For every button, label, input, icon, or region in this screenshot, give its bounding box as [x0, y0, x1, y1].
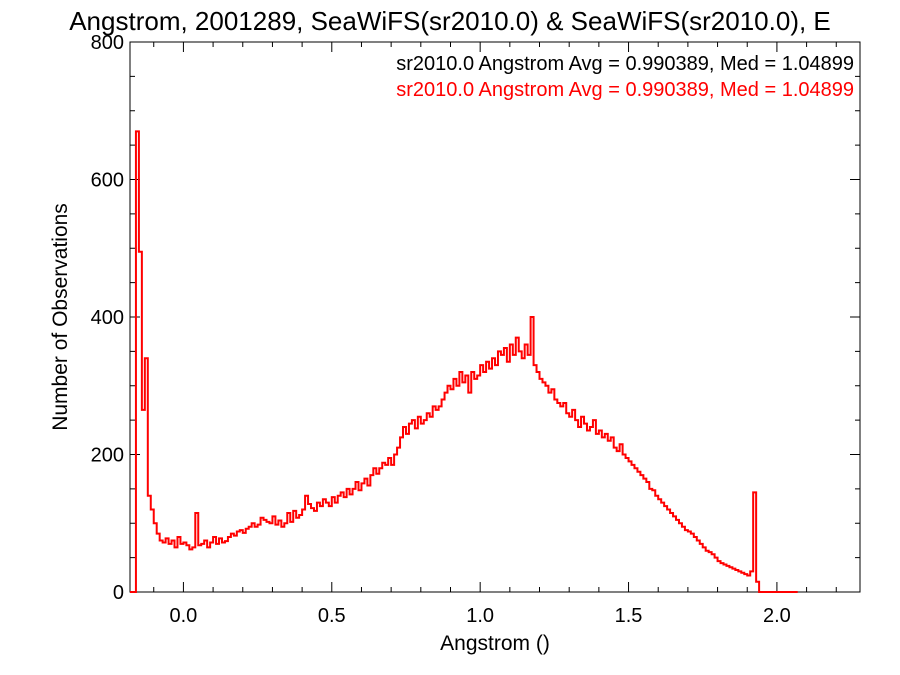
y-tick-label: 0: [113, 582, 124, 604]
y-tick-label: 600: [91, 170, 124, 192]
chart-title: Angstrom, 2001289, SeaWiFS(sr2010.0) & S…: [69, 6, 831, 36]
plot-frame: [129, 41, 861, 593]
y-axis-label: Number of Observations: [49, 203, 72, 431]
x-axis-label: Angstrom (): [440, 632, 550, 655]
y-tick-label: 800: [91, 32, 124, 54]
x-tick-label: 0.5: [318, 605, 346, 627]
x-tick-label: 0.0: [170, 605, 198, 627]
stats-annotation-1: sr2010.0 Angstrom Avg = 0.990389, Med = …: [396, 53, 854, 75]
y-tick-label: 400: [91, 307, 124, 329]
stats-annotation-2: sr2010.0 Angstrom Avg = 0.990389, Med = …: [396, 79, 854, 101]
histogram-series-line: [130, 130, 798, 593]
y-tick-label: 200: [91, 445, 124, 467]
x-tick-label: 1.5: [615, 605, 643, 627]
x-tick-label: 2.0: [763, 605, 791, 627]
x-tick-label: 1.0: [466, 605, 494, 627]
